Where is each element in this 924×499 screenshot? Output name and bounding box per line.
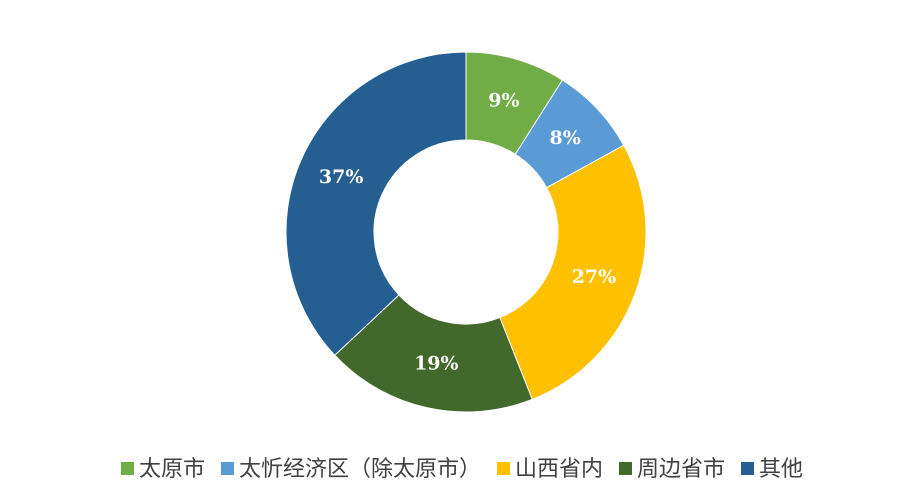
legend-marker [220,462,234,475]
data-label: 19% [414,353,459,375]
data-label: 27% [572,266,617,288]
legend-label: 周边省市 [637,457,725,482]
legend-label: 太原市 [139,457,205,482]
legend-marker [741,462,755,475]
legend-marker [619,462,633,475]
legend: 太原市 太忻经济区（除太原市） 山西省内 周边省市 其他 [120,457,803,482]
data-label: 8% [549,127,580,149]
slice [334,294,533,413]
legend-marker [496,462,510,475]
legend-label: 山西省内 [515,457,603,482]
data-label: 9% [488,89,519,111]
slice [499,144,647,401]
legend-marker [120,462,134,475]
legend-label: 其他 [759,457,803,482]
slice [285,51,467,356]
legend-label: 太忻经济区（除太原市） [239,457,481,482]
data-label: 37% [319,166,364,188]
